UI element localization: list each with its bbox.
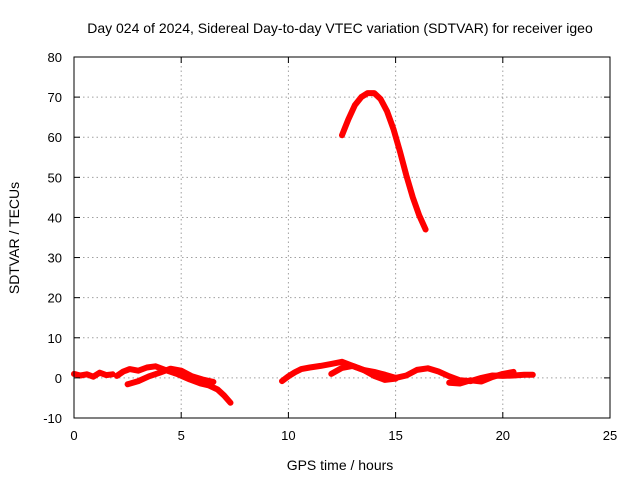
x-tick-label: 25 (603, 428, 617, 443)
chart-title: Day 024 of 2024, Sidereal Day-to-day VTE… (87, 20, 593, 36)
axis-ticks: 0 5 10 15 20 25 -10 0 10 20 30 40 50 60 70 80 (43, 50, 617, 443)
x-tick-label: 20 (496, 428, 510, 443)
y-tick-label: 20 (48, 291, 62, 306)
y-tick-label: -10 (43, 411, 62, 426)
y-tick-label: 0 (55, 371, 62, 386)
x-tick-label: 5 (178, 428, 185, 443)
series-line-seg-g (339, 90, 429, 233)
grid (74, 57, 610, 418)
y-tick-label: 40 (48, 210, 62, 225)
series-line-seg-e (328, 362, 399, 383)
x-tick-label: 15 (388, 428, 402, 443)
y-tick-label: 10 (48, 331, 62, 346)
y-axis-label: SDTVAR / TECUs (6, 182, 22, 294)
y-tick-label: 30 (48, 251, 62, 266)
data-series (71, 90, 536, 406)
x-tick-label: 0 (70, 428, 77, 443)
plot-frame (73, 56, 611, 419)
y-tick-label: 60 (48, 130, 62, 145)
y-tick-label: 50 (48, 170, 62, 185)
y-tick-label: 80 (48, 50, 62, 65)
y-tick-label: 70 (48, 90, 62, 105)
x-tick-label: 10 (281, 428, 295, 443)
series-line-seg-a (71, 369, 116, 380)
x-axis-label: GPS time / hours (287, 457, 394, 473)
series-line-seg-f (446, 368, 517, 387)
series-line-seg-b (113, 363, 234, 406)
series-line-seg-c (124, 365, 217, 388)
